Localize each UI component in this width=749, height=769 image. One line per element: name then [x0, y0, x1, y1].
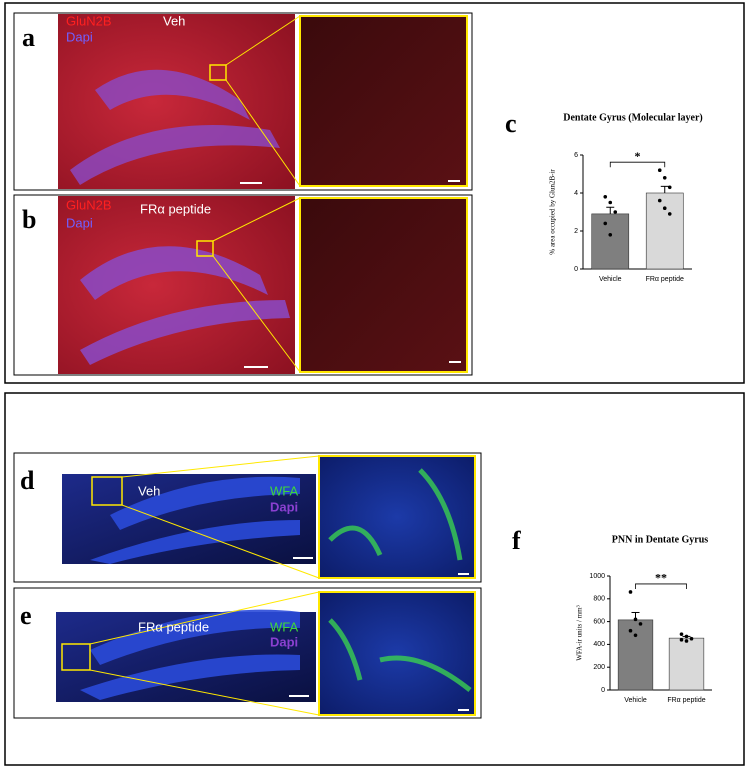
data-point: [667, 185, 672, 190]
zoom-line: [89, 669, 320, 716]
data-point: [667, 212, 672, 216]
zoom-line: [121, 455, 320, 478]
zoom-box: [61, 643, 91, 671]
panel-a: a GluN2B Dapi Veh: [13, 12, 473, 191]
y-tick-label: 400: [593, 641, 605, 648]
zoom-image: [318, 591, 476, 716]
zoom-line: [121, 504, 320, 579]
x-tick-label: FRα peptide: [667, 697, 705, 704]
panel-label: a: [22, 23, 35, 52]
y-tick-label: 0: [601, 687, 605, 694]
panel-label: f: [512, 526, 521, 555]
wfa-signal: [328, 618, 472, 692]
stain-label: WFA: [270, 619, 298, 634]
panel-label: b: [22, 205, 36, 234]
frame: [4, 392, 745, 766]
data-point: [684, 639, 689, 643]
zoom-line: [225, 15, 301, 66]
cell-layer: [80, 246, 268, 300]
frame: [4, 2, 745, 384]
counterstain-label: Dapi: [66, 215, 93, 230]
cell-layer: [70, 125, 280, 185]
y-tick-label: 2: [574, 228, 578, 235]
panel-b: b GluN2B Dapi FRα peptide: [13, 194, 473, 376]
stain-label: GluN2B: [66, 197, 112, 212]
cell-layer: [80, 654, 300, 700]
x-tick-label: Vehicle: [624, 697, 647, 704]
cell-layer: [90, 609, 300, 665]
significance-bracket: [635, 583, 687, 589]
counterstain-label: Dapi: [270, 634, 298, 649]
condition-label: Veh: [163, 13, 185, 28]
data-point: [657, 168, 662, 172]
data-point: [633, 633, 638, 638]
zoom-box: [91, 476, 123, 506]
significance-bracket: [609, 161, 666, 168]
y-tick-label: 200: [593, 664, 605, 671]
panel-e: e WFA Dapi FRα peptide: [13, 587, 482, 719]
data-point: [689, 636, 694, 641]
condition-label: FRα peptide: [138, 619, 209, 634]
data-point: [679, 638, 684, 642]
bar: [645, 192, 684, 270]
y-axis-label: % area occupied by Glun2B-ir: [549, 169, 557, 255]
data-point: [613, 210, 618, 214]
data-point: [628, 628, 633, 633]
y-tick-label: 600: [593, 618, 605, 625]
bar: [591, 213, 630, 270]
cell-layer: [95, 69, 250, 120]
cell-layer: [80, 300, 290, 365]
data-point: [633, 617, 638, 622]
x-tick-label: Vehicle: [599, 276, 622, 283]
significance-label: **: [655, 571, 667, 585]
data-point: [679, 632, 684, 636]
data-point: [608, 200, 613, 205]
y-tick-label: 800: [593, 596, 605, 603]
data-point: [662, 176, 667, 180]
data-point: [662, 206, 667, 210]
condition-label: FRα peptide: [140, 201, 211, 216]
counterstain-label: Dapi: [66, 29, 93, 44]
y-axis-label: WFA-ir units / mm³: [576, 605, 584, 660]
bar: [617, 619, 654, 691]
significance-label: *: [635, 149, 641, 163]
data-point: [657, 198, 662, 203]
zoom-line: [89, 591, 320, 645]
data-point: [684, 634, 689, 639]
panel-label: c: [505, 109, 517, 138]
zoom-box: [196, 240, 214, 257]
x-tick-label: FRα peptide: [646, 276, 684, 283]
zoom-line: [212, 255, 301, 373]
zoom-line: [225, 79, 301, 187]
zoom-image: [299, 197, 468, 373]
zoom-image: [299, 15, 468, 187]
stain-label: GluN2B: [66, 13, 112, 28]
stain-label: WFA: [270, 483, 298, 498]
y-tick-label: 4: [574, 190, 578, 197]
counterstain-label: Dapi: [270, 499, 298, 514]
data-point: [608, 233, 613, 237]
zoom-line: [212, 197, 301, 242]
y-tick-label: 6: [574, 152, 578, 159]
chart-title: Dentate Gyrus (Molecular layer): [563, 112, 703, 123]
data-point: [638, 622, 643, 626]
condition-label: Veh: [138, 483, 160, 498]
panel-d: d WFA Dapi Veh: [13, 452, 482, 583]
chart-title: PNN in Dentate Gyrus: [612, 534, 708, 545]
zoom-box: [209, 64, 227, 81]
data-point: [603, 221, 608, 226]
bar: [668, 637, 705, 691]
panel-label: d: [20, 466, 35, 495]
zoom-image: [318, 455, 476, 579]
y-tick-label: 1000: [589, 573, 605, 580]
cell-layer: [90, 520, 300, 564]
cell-layer: [110, 476, 300, 530]
y-tick-label: 0: [574, 266, 578, 273]
wfa-signal: [328, 468, 463, 561]
data-point: [628, 590, 633, 594]
data-point: [603, 195, 608, 199]
panel-label: e: [20, 601, 32, 630]
